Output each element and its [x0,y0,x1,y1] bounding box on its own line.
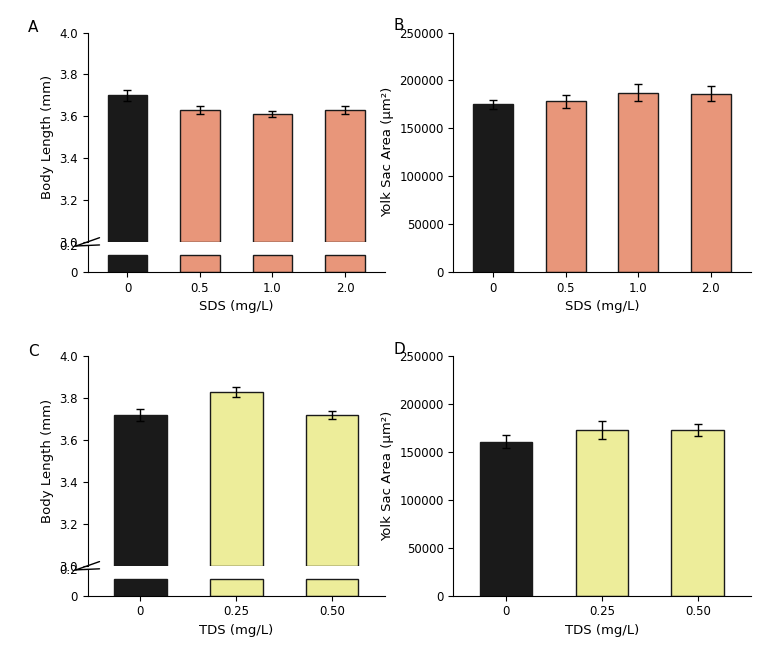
Y-axis label: Body Length (mm): Body Length (mm) [40,399,54,523]
X-axis label: SDS (mg/L): SDS (mg/L) [199,300,274,313]
Bar [671,430,724,596]
Y-axis label: Body Length (mm): Body Length (mm) [40,75,54,199]
Bar [306,579,358,596]
Y-axis label: Yolk Sac Area (μm²): Yolk Sac Area (μm²) [381,87,394,217]
X-axis label: TDS (mg/L): TDS (mg/L) [565,624,639,637]
Bar [210,579,263,596]
Bar [114,579,167,596]
Bar [618,93,658,272]
X-axis label: SDS (mg/L): SDS (mg/L) [565,300,639,313]
Bar [180,110,220,242]
Bar [480,441,533,596]
Text: C: C [28,344,39,359]
Bar [180,255,220,272]
Bar [107,95,147,242]
Bar [107,255,147,272]
Bar [691,94,731,272]
Bar [252,114,293,242]
Text: A: A [28,20,39,35]
Bar [252,255,293,272]
Y-axis label: Yolk Sac Area (μm²): Yolk Sac Area (μm²) [381,411,394,541]
Bar [473,104,513,272]
Bar [210,392,263,566]
X-axis label: TDS (mg/L): TDS (mg/L) [199,624,274,637]
Bar [546,102,586,272]
Bar [114,415,167,566]
Bar [325,255,365,272]
Bar [575,430,629,596]
Text: B: B [394,18,405,33]
Bar [325,110,365,242]
Bar [306,415,358,566]
Text: D: D [394,342,405,357]
